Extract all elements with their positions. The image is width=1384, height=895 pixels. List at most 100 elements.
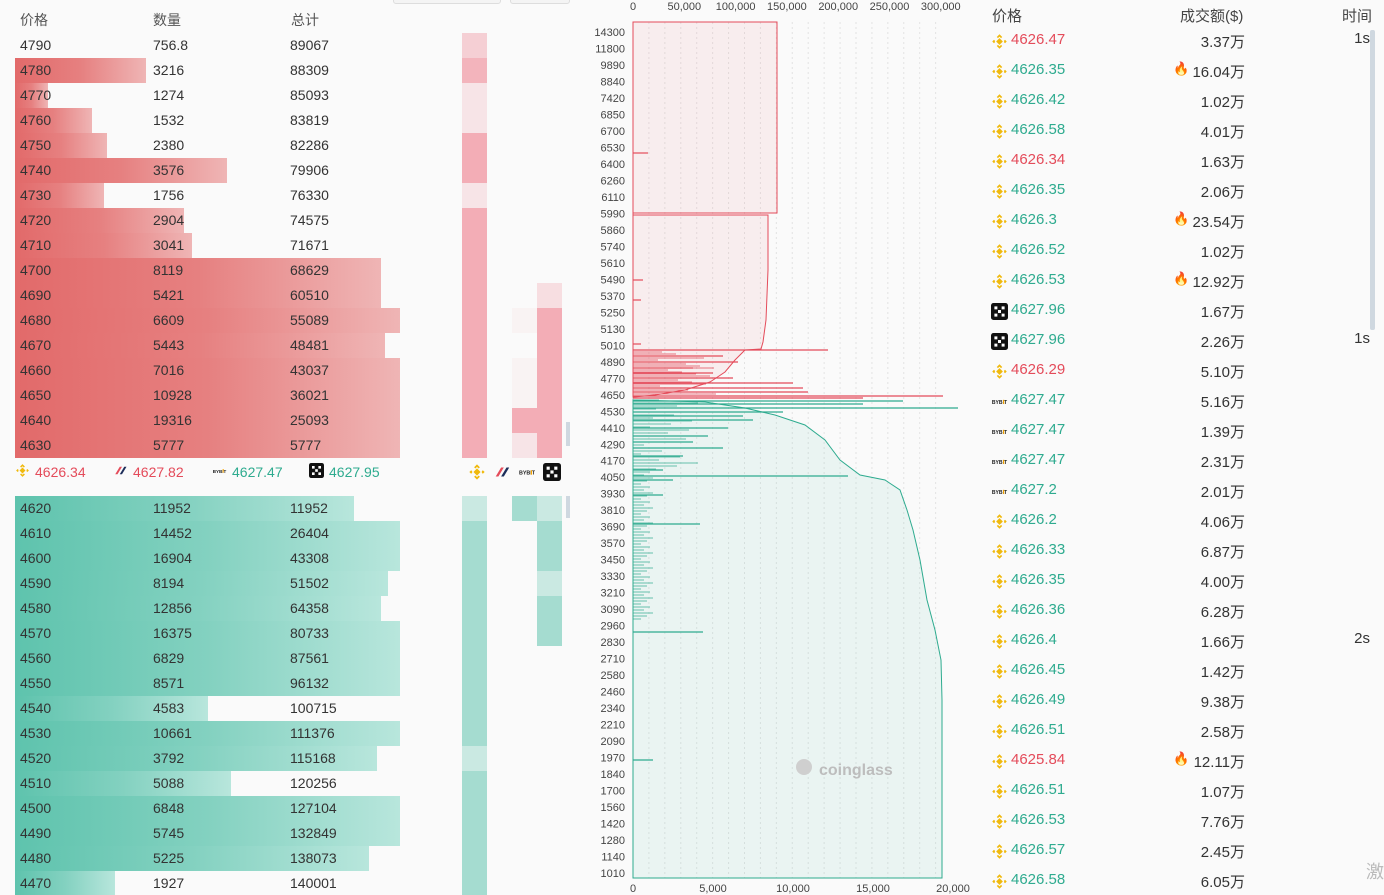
- trades-scrollbar[interactable]: [1370, 30, 1375, 330]
- bid-row[interactable]: 4610 14452 26404: [15, 521, 575, 546]
- bid-row[interactable]: 4510 5088 120256: [15, 771, 575, 796]
- bid-total: 96132: [290, 675, 329, 691]
- bitget-icon[interactable]: [493, 462, 511, 482]
- ask-row[interactable]: 4760 1532 83819: [15, 108, 575, 133]
- trade-row[interactable]: 4626.58 6.05万: [980, 866, 1384, 895]
- trade-row[interactable]: BYBIT 4627.47 5.16万: [980, 386, 1384, 416]
- exchange-depth-cell: [462, 571, 487, 596]
- scrollbar[interactable]: [566, 422, 570, 446]
- ask-row[interactable]: 4750 2380 82286: [15, 133, 575, 158]
- bybit-icon: BYBIT: [991, 423, 1008, 440]
- ask-total: 71671: [290, 237, 329, 253]
- ask-price: 4660: [20, 362, 52, 378]
- trade-row[interactable]: 4626.53 🔥 12.92万: [980, 266, 1384, 296]
- trade-row[interactable]: 4627.96 1.67万: [980, 296, 1384, 326]
- ask-row[interactable]: 4650 10928 36021: [15, 383, 575, 408]
- trade-row[interactable]: 4626.47 3.37万 1s: [980, 26, 1384, 56]
- bid-row[interactable]: 4570 16375 80733: [15, 621, 575, 646]
- exchange-price-item[interactable]: BYBIT 4627.47: [212, 462, 283, 482]
- y-axis-label: 1700: [601, 786, 625, 798]
- trade-row[interactable]: 4626.51 2.58万: [980, 716, 1384, 746]
- trade-row[interactable]: 4626.45 1.42万: [980, 656, 1384, 686]
- bid-row[interactable]: 4490 5745 132849: [15, 821, 575, 846]
- ask-row[interactable]: 4740 3576 79906: [15, 158, 575, 183]
- trade-row[interactable]: 4626.35 4.00万: [980, 566, 1384, 596]
- trade-row[interactable]: 4626.3 🔥 23.54万: [980, 206, 1384, 236]
- exchange-depth-cell: [462, 596, 487, 621]
- y-axis-label: 1140: [601, 852, 625, 864]
- trade-row[interactable]: 4626.35 2.06万: [980, 176, 1384, 206]
- bid-row[interactable]: 4480 5225 138073: [15, 846, 575, 871]
- exchange-price-item[interactable]: 4627.82: [113, 462, 184, 482]
- binance-icon[interactable]: [468, 462, 486, 482]
- trade-row[interactable]: BYBIT 4627.2 2.01万: [980, 476, 1384, 506]
- ask-row[interactable]: 4640 19316 25093: [15, 408, 575, 433]
- trade-row[interactable]: 4626.35 🔥 16.04万: [980, 56, 1384, 86]
- ask-row[interactable]: 4780 3216 88309: [15, 58, 575, 83]
- depth-bar: [15, 333, 385, 358]
- ask-row[interactable]: 4790 756.8 89067: [15, 33, 575, 58]
- ask-row[interactable]: 4730 1756 76330: [15, 183, 575, 208]
- ask-row[interactable]: 4670 5443 48481: [15, 333, 575, 358]
- ask-row[interactable]: 4690 5421 60510: [15, 283, 575, 308]
- bid-row[interactable]: 4540 4583 100715: [15, 696, 575, 721]
- trade-row[interactable]: BYBIT 4627.47 2.31万: [980, 446, 1384, 476]
- exchange-price: 4626.34: [35, 464, 86, 480]
- ask-row[interactable]: 4630 5777 5777: [15, 433, 575, 458]
- exchange-depth-cell: [537, 521, 562, 546]
- trade-row[interactable]: 4626.36 6.28万: [980, 596, 1384, 626]
- ask-price: 4630: [20, 437, 52, 453]
- bybit-icon[interactable]: BYBIT: [518, 462, 536, 482]
- bid-row[interactable]: 4520 3792 115168: [15, 746, 575, 771]
- trade-price: 4626.2: [1011, 511, 1057, 528]
- bid-row[interactable]: 4620 11952 11952: [15, 496, 575, 521]
- ask-total: 68629: [290, 262, 329, 278]
- scrollbar[interactable]: [566, 496, 570, 518]
- trade-price: 4626.35: [1011, 181, 1066, 198]
- trade-row[interactable]: 4626.57 2.45万: [980, 836, 1384, 866]
- bottom-axis-label: 10,000: [776, 883, 810, 895]
- trade-row[interactable]: BYBIT 4627.47 1.39万: [980, 416, 1384, 446]
- trade-row[interactable]: 4626.53 7.76万: [980, 806, 1384, 836]
- bybit-icon: BYBIT: [212, 463, 227, 481]
- toolbar-button[interactable]: [393, 0, 501, 4]
- trade-row[interactable]: 4626.58 4.01万: [980, 116, 1384, 146]
- exchange-price-item[interactable]: 4626.34: [15, 462, 86, 482]
- ask-row[interactable]: 4720 2904 74575: [15, 208, 575, 233]
- bid-row[interactable]: 4580 12856 64358: [15, 596, 575, 621]
- y-axis-label: 5490: [601, 274, 625, 286]
- bid-row[interactable]: 4500 6848 127104: [15, 796, 575, 821]
- trade-row[interactable]: 4626.49 9.38万: [980, 686, 1384, 716]
- ask-row[interactable]: 4770 1274 85093: [15, 83, 575, 108]
- exchange-price: 4627.47: [232, 464, 283, 480]
- trade-amount: 1.39万: [1200, 424, 1245, 441]
- ask-row[interactable]: 4660 7016 43037: [15, 358, 575, 383]
- trade-row[interactable]: 4626.33 6.87万: [980, 536, 1384, 566]
- trade-row[interactable]: 4626.4 1.66万 2s: [980, 626, 1384, 656]
- bid-row[interactable]: 4600 16904 43308: [15, 546, 575, 571]
- trade-row[interactable]: 4626.42 1.02万: [980, 86, 1384, 116]
- ask-row[interactable]: 4680 6609 55089: [15, 308, 575, 333]
- svg-text:BYBIT: BYBIT: [992, 430, 1008, 436]
- exchange-depth-cell: [462, 308, 487, 333]
- bid-row[interactable]: 4470 1927 140001: [15, 871, 575, 895]
- trade-row[interactable]: 4626.51 1.07万: [980, 776, 1384, 806]
- bid-row[interactable]: 4560 6829 87561: [15, 646, 575, 671]
- trade-row[interactable]: 4626.29 5.10万: [980, 356, 1384, 386]
- trade-row[interactable]: 4626.34 1.63万: [980, 146, 1384, 176]
- ask-total: 60510: [290, 287, 329, 303]
- trade-row[interactable]: 4625.84 🔥 12.11万: [980, 746, 1384, 776]
- trade-row[interactable]: 4626.52 1.02万: [980, 236, 1384, 266]
- toolbar-button[interactable]: [510, 0, 570, 4]
- svg-text:BYBIT: BYBIT: [519, 471, 536, 477]
- exchange-price-item[interactable]: 4627.95: [309, 462, 380, 482]
- okx-icon[interactable]: [543, 462, 561, 482]
- bid-row[interactable]: 4590 8194 51502: [15, 571, 575, 596]
- trade-row[interactable]: 4627.96 2.26万 1s: [980, 326, 1384, 356]
- trade-row[interactable]: 4626.2 4.06万: [980, 506, 1384, 536]
- bid-row[interactable]: 4530 10661 111376: [15, 721, 575, 746]
- ask-row[interactable]: 4700 8119 68629: [15, 258, 575, 283]
- binance-icon: [991, 33, 1008, 50]
- ask-row[interactable]: 4710 3041 71671: [15, 233, 575, 258]
- bid-row[interactable]: 4550 8571 96132: [15, 671, 575, 696]
